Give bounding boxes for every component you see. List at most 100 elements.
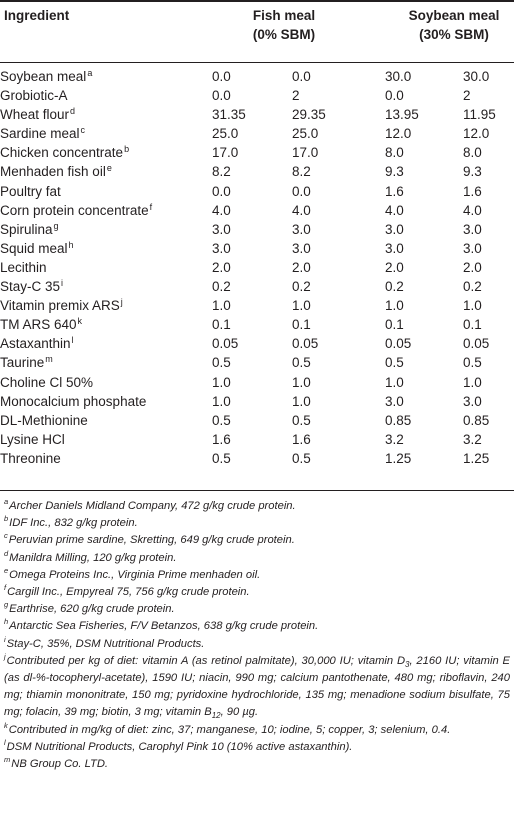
- footnotes: aArcher Daniels Midland Company, 472 g/k…: [4, 498, 510, 773]
- value-cell: 30.0: [385, 69, 412, 84]
- value-cell: 4.0: [212, 202, 231, 218]
- value-cell: 3.0: [385, 393, 404, 409]
- value-cell: 0.5: [212, 355, 231, 371]
- ingredient-name: Lecithin: [0, 259, 47, 275]
- footnote-marker: j: [120, 297, 123, 308]
- ingredient-name: Corn protein concentratef: [0, 201, 153, 218]
- value-cell: 31.35: [212, 107, 246, 123]
- header-fish-meal: Fish meal (0% SBM): [214, 6, 354, 44]
- footnote: fCargill Inc., Empyreal 75, 756 g/kg cru…: [4, 583, 250, 599]
- value-cell: 0.05: [463, 336, 490, 352]
- ingredient-name: Vitamin premix ARSj: [0, 297, 123, 314]
- value-cell: 1.25: [385, 450, 412, 466]
- value-cell: 17.0: [212, 145, 239, 161]
- ingredient-name: TM ARS 640k: [0, 316, 83, 333]
- value-cell: 1.0: [212, 298, 231, 314]
- value-cell: 11.95: [463, 107, 496, 123]
- value-cell: 0.1: [385, 317, 404, 333]
- footnote: kContributed in mg/kg of diet: zinc, 37;…: [4, 720, 451, 736]
- value-cell: 0.1: [292, 317, 311, 333]
- value-cell: 3.0: [212, 221, 231, 237]
- footnote-marker: e: [106, 163, 112, 174]
- value-cell: 12.0: [385, 126, 412, 142]
- value-cell: 0.5: [385, 355, 404, 371]
- value-cell: 0.2: [292, 279, 311, 295]
- value-cell: 1.0: [463, 298, 482, 314]
- footnote-marker: d: [70, 106, 76, 117]
- ingredient-name: Soybean meala: [0, 68, 93, 85]
- footnote: bIDF Inc., 832 g/kg protein.: [4, 514, 138, 530]
- value-cell: 0.5: [463, 355, 482, 371]
- value-cell: 0.2: [463, 279, 482, 295]
- value-cell: 1.0: [292, 298, 311, 314]
- value-cell: 1.0: [292, 393, 311, 409]
- table-row: Astaxanthinl 0.05 0.05 0.05 0.05: [0, 334, 514, 353]
- table-row: Wheat flourd 31.35 29.35 13.95 11.95: [0, 105, 514, 124]
- value-cell: 3.0: [463, 240, 482, 256]
- table-row: Monocalcium phosphate 1.0 1.0 3.0 3.0: [0, 392, 514, 411]
- table-row: Lecithin 2.0 2.0 2.0 2.0: [0, 258, 514, 277]
- footnote-marker: b: [124, 144, 130, 155]
- value-cell: 3.0: [292, 240, 311, 256]
- value-cell: 3.2: [385, 431, 404, 447]
- footnote-marker: i: [61, 278, 64, 289]
- footnote: cPeruvian prime sardine, Skretting, 649 …: [4, 531, 295, 547]
- header-soybean-meal-line1: Soybean meal: [408, 8, 500, 23]
- table-row: Threonine 0.5 0.5 1.25 1.25: [0, 449, 514, 468]
- ingredient-name: Lysine HCl: [0, 431, 65, 447]
- footnote: hAntarctic Sea Fisheries, F/V Betanzos, …: [4, 617, 319, 633]
- value-cell: 0.5: [212, 412, 231, 428]
- value-cell: 0.05: [292, 336, 319, 352]
- footnote-marker: a: [87, 68, 93, 78]
- ingredient-name: Sardine mealc: [0, 125, 86, 142]
- value-cell: 0.0: [292, 69, 311, 84]
- value-cell: 3.2: [463, 431, 482, 447]
- value-cell: 0.0: [292, 183, 311, 199]
- value-cell: 0.1: [212, 317, 231, 333]
- header-soybean-meal-line2: (30% SBM): [419, 27, 489, 42]
- table-body: Soybean meala 0.0 0.0 30.0 30.0 Grobiotic-A 0.…: [0, 67, 514, 468]
- value-cell: 1.6: [212, 431, 231, 447]
- table-row: DL-Methionine 0.5 0.5 0.85 0.85: [0, 411, 514, 430]
- value-cell: 9.3: [463, 164, 482, 180]
- value-cell: 3.0: [212, 240, 231, 256]
- value-cell: 0.05: [385, 336, 412, 352]
- value-cell: 3.0: [292, 221, 311, 237]
- footnote: jContributed per kg of diet: vitamin A (…: [4, 651, 510, 721]
- value-cell: 12.0: [463, 126, 490, 142]
- table-row: Choline Cl 50% 1.0 1.0 1.0 1.0: [0, 373, 514, 392]
- value-cell: 0.0: [212, 183, 231, 199]
- value-cell: 2.0: [212, 259, 231, 275]
- value-cell: 3.0: [463, 221, 482, 237]
- value-cell: 8.0: [385, 145, 404, 161]
- footnote: eOmega Proteins Inc., Virginia Prime men…: [4, 565, 261, 581]
- value-cell: 1.0: [212, 374, 231, 390]
- header-fish-meal-line2: (0% SBM): [252, 27, 316, 42]
- value-cell: 0.0: [212, 69, 231, 84]
- value-cell: 2.0: [385, 259, 404, 275]
- footnote-marker: l: [71, 335, 74, 346]
- table-row: Soybean meala 0.0 0.0 30.0 30.0: [0, 67, 514, 86]
- value-cell: 4.0: [463, 202, 482, 218]
- footnote-marker: g: [53, 220, 59, 231]
- footnote-marker: h: [68, 239, 74, 250]
- ingredient-name: Poultry fat: [0, 183, 61, 199]
- table-row: Spirulinag 3.0 3.0 3.0 3.0: [0, 220, 514, 239]
- ingredient-name: DL-Methionine: [0, 412, 88, 428]
- table-row: Grobiotic-A 0.0 2 0.0 2: [0, 86, 514, 105]
- value-cell: 4.0: [292, 202, 311, 218]
- value-cell: 17.0: [292, 145, 319, 161]
- footnote: aArcher Daniels Midland Company, 472 g/k…: [4, 497, 296, 512]
- value-cell: 0.2: [212, 279, 231, 295]
- value-cell: 1.0: [385, 374, 404, 390]
- value-cell: 25.0: [212, 126, 239, 142]
- value-cell: 3.0: [385, 240, 404, 256]
- value-cell: 1.0: [463, 374, 482, 390]
- value-cell: 1.6: [385, 183, 404, 199]
- footnote: lDSM Nutritional Products, Carophyl Pink…: [4, 737, 353, 753]
- value-cell: 0.85: [463, 412, 490, 428]
- value-cell: 1.0: [212, 393, 231, 409]
- footnote: iStay-C, 35%, DSM Nutritional Products.: [4, 634, 205, 650]
- table-row: TM ARS 640k 0.1 0.1 0.1 0.1: [0, 315, 514, 334]
